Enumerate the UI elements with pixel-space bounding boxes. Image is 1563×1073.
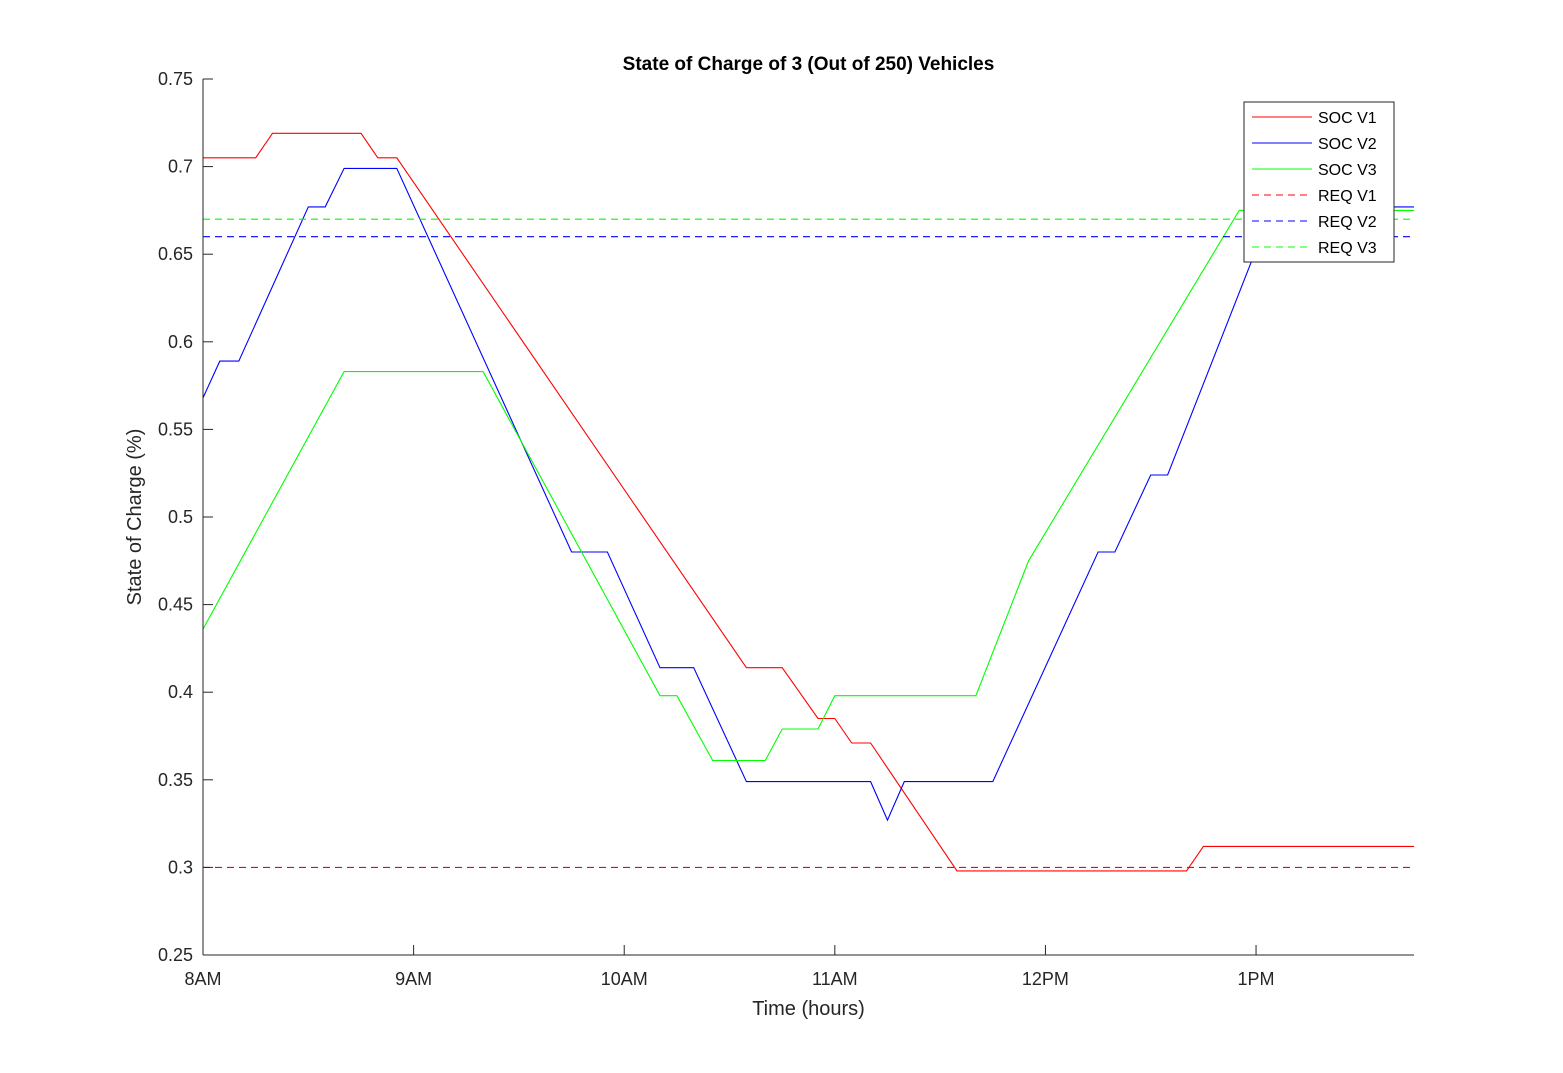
ticks: 8AM 9AM 10AM 11AM 12PM 1PM 0.25 0.3 0.35 0.4 0.45 0… bbox=[158, 69, 1275, 989]
series-layer bbox=[202, 132, 1414, 872]
x-tick-label: 1PM bbox=[1238, 969, 1275, 989]
x-axis-title: Time (hours) bbox=[752, 998, 865, 1020]
legend-label: SOC V1 bbox=[1318, 110, 1377, 127]
series-line-soc-v1 bbox=[203, 132, 1414, 872]
series-line-soc-v2 bbox=[202, 167, 1414, 822]
y-tick-label: 0.55 bbox=[158, 419, 193, 439]
y-tick-label: 0.4 bbox=[168, 682, 193, 702]
chart-title: State of Charge of 3 (Out of 250) Vehicl… bbox=[623, 54, 995, 75]
legend-box bbox=[1243, 101, 1395, 263]
y-tick-label: 0.25 bbox=[158, 945, 193, 965]
y-axis-title: State of Charge (%) bbox=[124, 429, 146, 606]
y-tick-label: 0.75 bbox=[158, 69, 193, 89]
y-tick-label: 0.3 bbox=[168, 857, 193, 877]
x-tick-label: 12PM bbox=[1022, 969, 1069, 989]
x-tick-label: 11AM bbox=[812, 969, 858, 989]
legend-label: REQ V1 bbox=[1318, 188, 1377, 205]
y-tick-label: 0.35 bbox=[158, 770, 193, 790]
legend-label: REQ V2 bbox=[1318, 214, 1377, 231]
y-tick-label: 0.7 bbox=[168, 157, 193, 177]
series-line-soc-v3 bbox=[202, 209, 1414, 762]
legend: SOC V1 SOC V2 SOC V3 REQ V1 REQ V2 REQ V3 bbox=[1243, 101, 1395, 263]
legend-label: SOC V2 bbox=[1318, 136, 1377, 153]
plot-area bbox=[203, 79, 1414, 955]
legend-label: SOC V3 bbox=[1318, 162, 1377, 179]
x-tick-label: 10AM bbox=[601, 969, 648, 989]
y-tick-label: 0.5 bbox=[168, 507, 193, 527]
y-tick-label: 0.65 bbox=[158, 244, 193, 264]
y-tick-label: 0.6 bbox=[168, 332, 193, 352]
x-tick-label: 9AM bbox=[395, 969, 432, 989]
legend-label: REQ V3 bbox=[1318, 240, 1377, 257]
x-tick-label: 8AM bbox=[184, 969, 221, 989]
y-tick-label: 0.45 bbox=[158, 595, 193, 615]
